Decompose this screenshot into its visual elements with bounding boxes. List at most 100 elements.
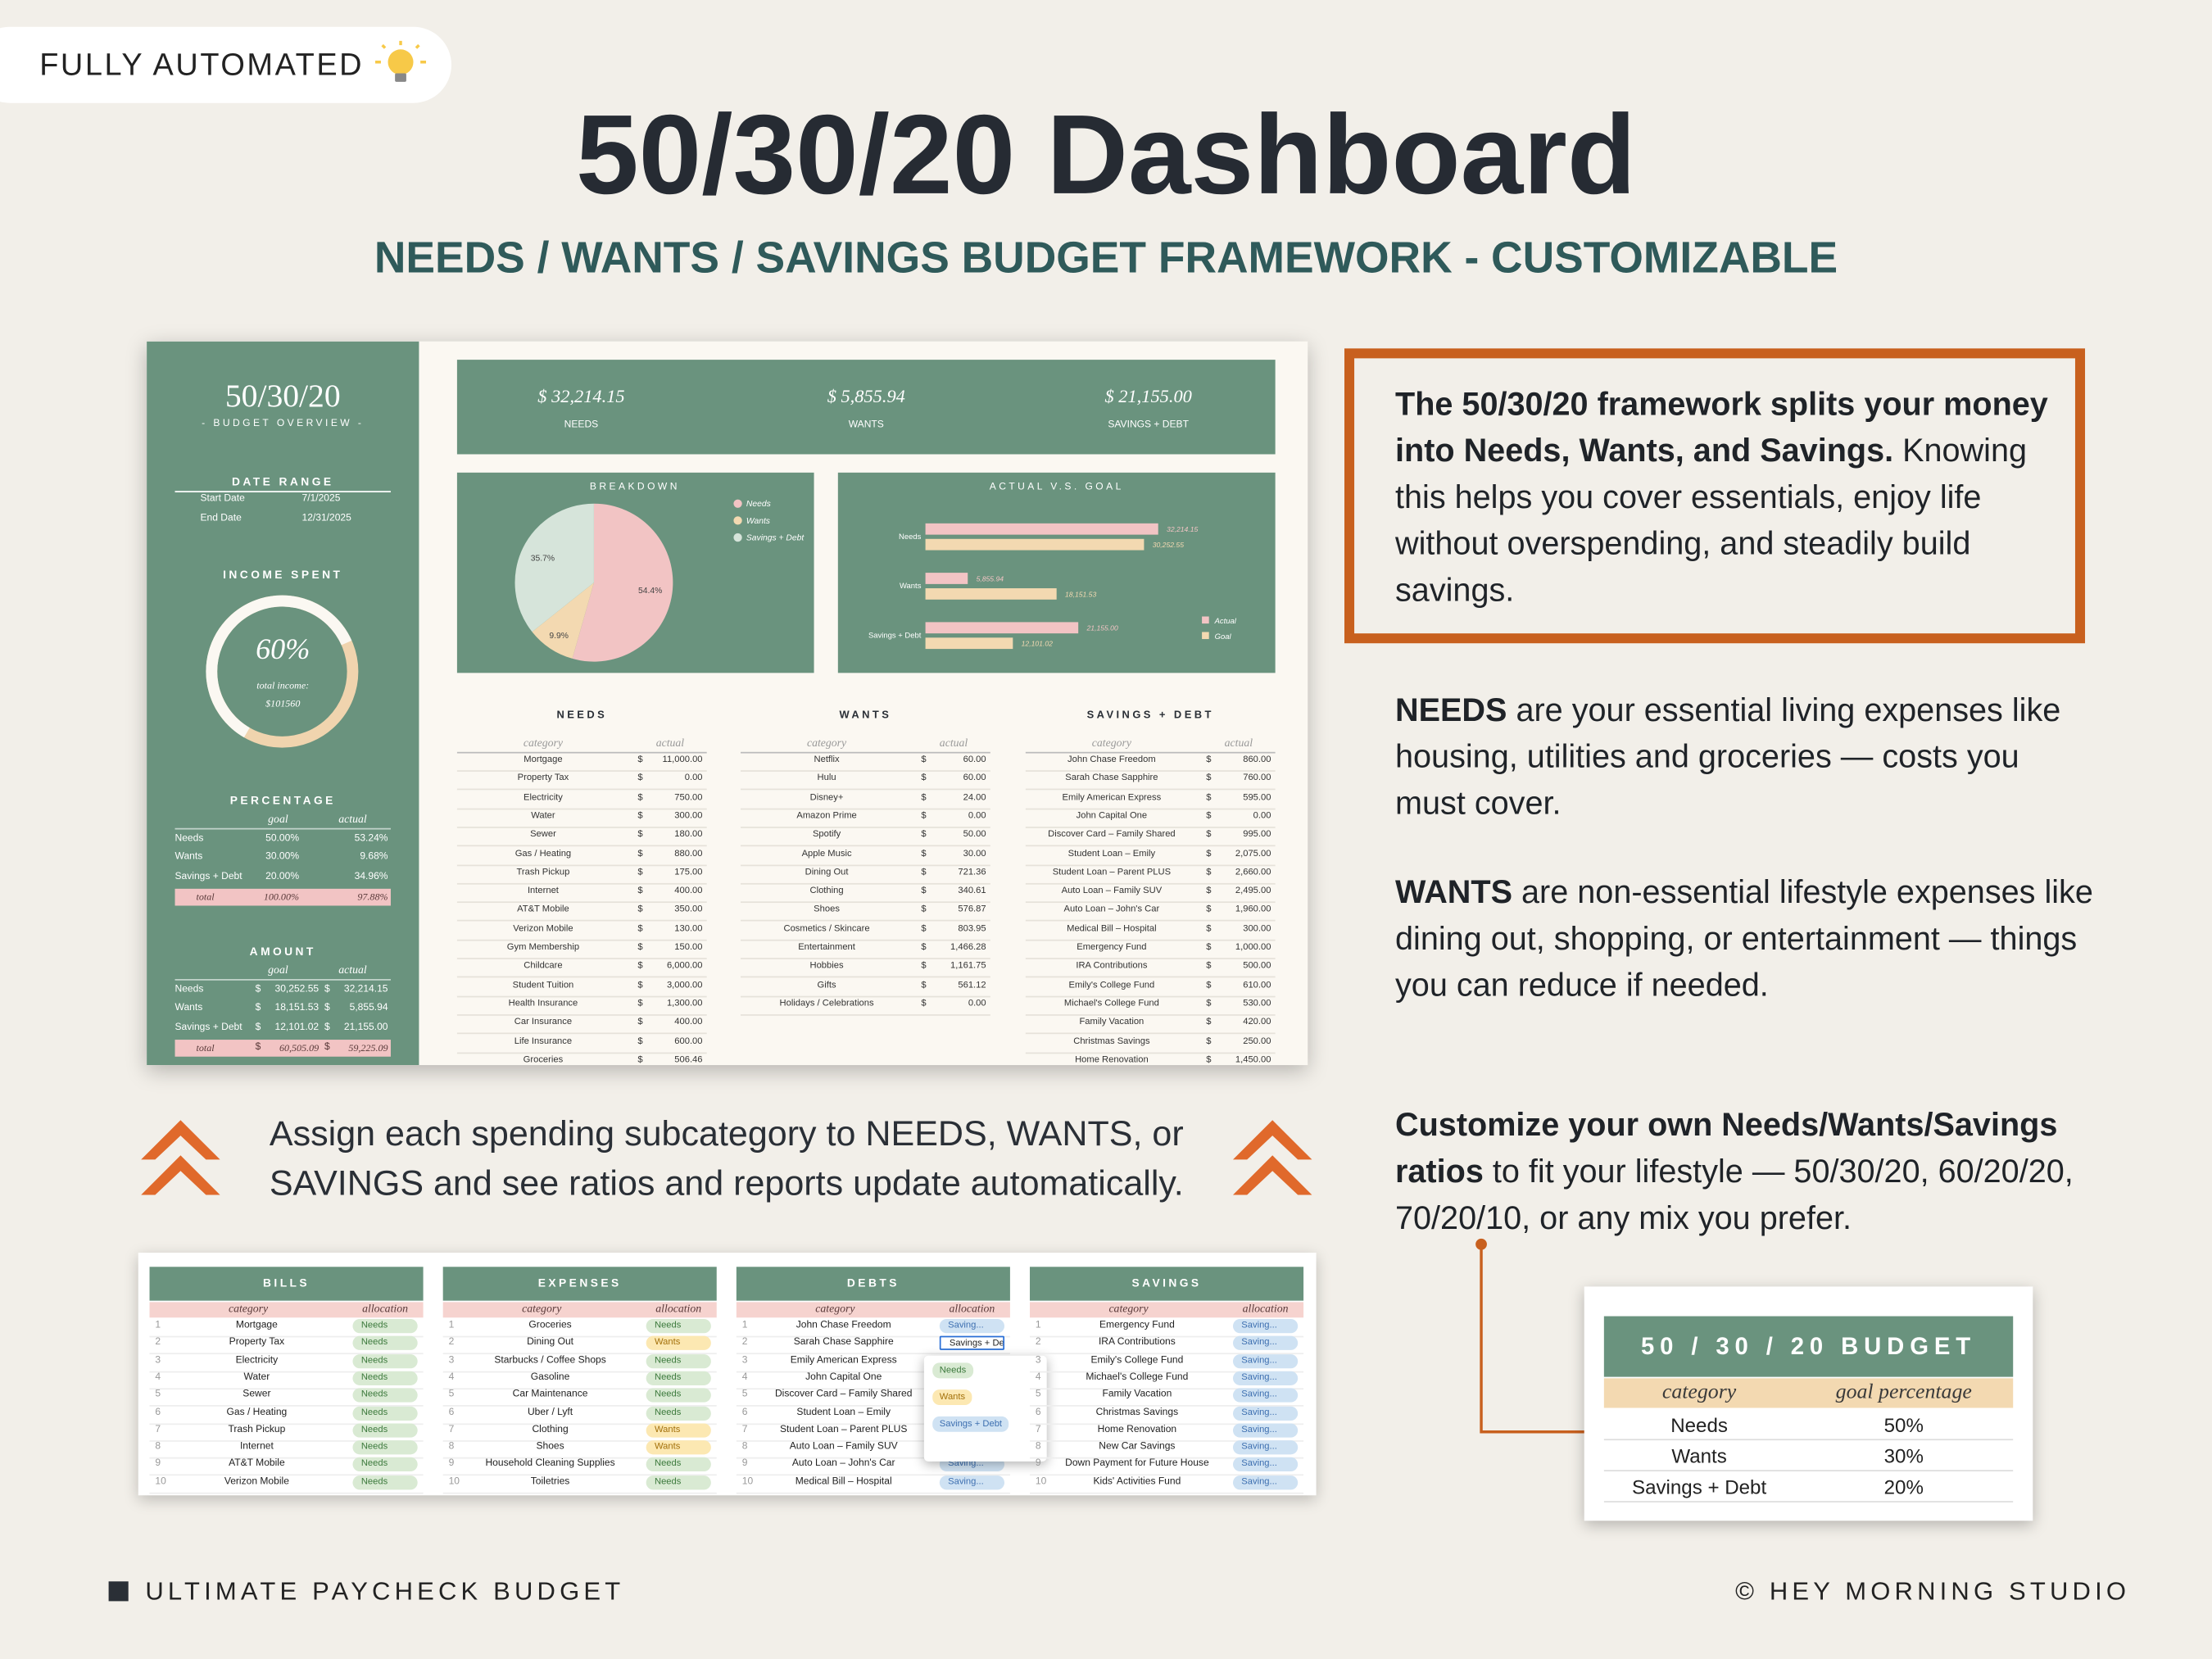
currency: $ bbox=[637, 961, 643, 972]
allocation-chip[interactable]: Needs bbox=[646, 1405, 711, 1421]
row-line bbox=[456, 1051, 707, 1054]
allocation-chip[interactable]: Saving... bbox=[1232, 1353, 1299, 1368]
allocation-chip[interactable]: Needs bbox=[352, 1319, 418, 1334]
allocation-chip[interactable]: Wants bbox=[646, 1336, 711, 1351]
currency: $ bbox=[1206, 867, 1212, 877]
actual: 561.12 bbox=[958, 980, 986, 990]
row-line bbox=[1030, 1335, 1304, 1338]
row-actual: 32,214.15 bbox=[343, 984, 388, 995]
currency: $ bbox=[1206, 886, 1212, 896]
allocation-chip[interactable]: Needs bbox=[352, 1336, 418, 1351]
table-header: SAVINGS bbox=[1030, 1267, 1304, 1301]
dropdown-option[interactable]: Savings + Debt bbox=[932, 1416, 1009, 1432]
category: New Car Savings bbox=[1099, 1441, 1176, 1453]
row-label: Savings + Debt bbox=[175, 871, 243, 882]
row-line bbox=[736, 1335, 1010, 1338]
allocation-chip[interactable]: Saving... bbox=[939, 1475, 1005, 1489]
row-number: 5 bbox=[448, 1389, 455, 1400]
allocation-chip[interactable]: Needs bbox=[352, 1371, 418, 1385]
col-header: allocation bbox=[1242, 1302, 1289, 1315]
category: Verizon Mobile bbox=[224, 1476, 289, 1487]
sidebar-subtitle: - BUDGET OVERVIEW - bbox=[202, 419, 365, 429]
allocation-chip[interactable]: Needs bbox=[646, 1388, 711, 1403]
col-header: actual bbox=[338, 963, 367, 977]
card-col: category bbox=[1661, 1380, 1737, 1404]
category: Mortgage bbox=[235, 1320, 278, 1330]
row-goal: 50.00% bbox=[265, 833, 300, 844]
actual: 2,495.00 bbox=[1235, 886, 1271, 896]
table-title: SAVINGS + DEBT bbox=[1086, 708, 1214, 721]
allocation-chip[interactable]: Needs bbox=[352, 1440, 418, 1455]
chevrons bbox=[141, 1120, 1312, 1195]
actual: 350.00 bbox=[674, 904, 703, 915]
currency: $ bbox=[324, 1003, 330, 1013]
legend-swatch bbox=[733, 516, 742, 525]
donut-label: 60% bbox=[256, 632, 310, 666]
allocation-chip[interactable]: Needs bbox=[646, 1319, 711, 1334]
category: Auto Loan – John's Car bbox=[1063, 904, 1160, 915]
allocation-chip[interactable]: Saving... bbox=[1232, 1440, 1299, 1455]
bar-value-label: 30,252.55 bbox=[1153, 541, 1184, 549]
divider bbox=[1025, 751, 1276, 754]
section-heading: DATE RANGE bbox=[231, 475, 334, 488]
category: AT&T Mobile bbox=[229, 1459, 285, 1470]
chart-panel: ACTUAL V.S. GOAL Needs 32,214.15 30,252.55 W… bbox=[837, 472, 1276, 673]
allocation-chip[interactable]: Savings + Debt bbox=[939, 1336, 1005, 1351]
category: Health Insurance bbox=[508, 998, 578, 1009]
allocation-chip[interactable]: Saving... bbox=[1232, 1388, 1299, 1403]
allocation-chip[interactable]: Wants bbox=[646, 1440, 711, 1455]
currency: $ bbox=[637, 1054, 643, 1065]
row-number: 2 bbox=[741, 1337, 748, 1348]
dropdown-option[interactable]: Wants bbox=[932, 1389, 972, 1406]
allocation-chip[interactable]: Needs bbox=[646, 1457, 711, 1472]
currency: $ bbox=[637, 904, 643, 915]
allocation-chip[interactable]: Needs bbox=[352, 1405, 418, 1421]
note-paragraph: Customize your own Needs/Wants/Savings r… bbox=[1395, 1102, 2101, 1241]
allocation-chip[interactable]: Saving... bbox=[1232, 1457, 1299, 1472]
allocation-chip[interactable]: Needs bbox=[646, 1371, 711, 1385]
category: Student Tuition bbox=[512, 980, 574, 990]
currency: $ bbox=[637, 773, 643, 784]
row-line bbox=[1030, 1475, 1304, 1476]
card-category: Needs bbox=[1670, 1413, 1728, 1436]
allocation-chip[interactable]: Needs bbox=[646, 1353, 711, 1368]
allocation-chip[interactable]: Wants bbox=[646, 1423, 711, 1438]
allocation-chip[interactable]: Saving... bbox=[1232, 1475, 1299, 1489]
allocation-chip[interactable]: Needs bbox=[352, 1475, 418, 1489]
date-label: End Date bbox=[200, 513, 242, 524]
allocation-chip[interactable]: Needs bbox=[352, 1423, 418, 1438]
currency: $ bbox=[637, 998, 643, 1009]
category: Auto Loan – Family SUV bbox=[1061, 886, 1163, 896]
currency: $ bbox=[1206, 1036, 1212, 1046]
dropdown-option[interactable]: Needs bbox=[932, 1362, 973, 1379]
allocation-chip[interactable]: Saving... bbox=[1232, 1405, 1299, 1421]
donut-income: $101560 bbox=[265, 698, 301, 710]
allocation-chip[interactable]: Saving... bbox=[1232, 1423, 1299, 1438]
actual: 860.00 bbox=[1243, 755, 1271, 765]
allocation-chip[interactable]: Needs bbox=[352, 1388, 418, 1403]
kpi-value: $ 21,155.00 bbox=[1104, 385, 1192, 406]
note-text: Knowing this helps you cover essentials,… bbox=[1394, 431, 2028, 609]
row-number: 7 bbox=[1035, 1424, 1041, 1435]
allocation-chip[interactable]: Needs bbox=[352, 1457, 418, 1472]
allocation-chip[interactable]: Needs bbox=[352, 1353, 418, 1368]
row-line bbox=[456, 901, 707, 904]
badge-pill bbox=[0, 26, 452, 103]
allocation-chip[interactable]: Saving... bbox=[1232, 1371, 1299, 1385]
allocation-chip[interactable]: Needs bbox=[646, 1475, 711, 1489]
allocation-chip[interactable]: Saving... bbox=[1232, 1336, 1299, 1351]
category: Car Maintenance bbox=[512, 1389, 588, 1400]
allocation-chip[interactable]: Saving... bbox=[939, 1319, 1005, 1334]
category: Dining Out bbox=[805, 867, 849, 877]
card-category: Wants bbox=[1671, 1444, 1727, 1467]
category: Car Insurance bbox=[514, 1017, 573, 1027]
allocation-chip[interactable]: Saving... bbox=[1232, 1319, 1299, 1334]
title: 50/30/20 Dashboard bbox=[575, 91, 1636, 218]
category: IRA Contributions bbox=[1076, 961, 1148, 972]
category: Sarah Chase Sapphire bbox=[1065, 773, 1158, 784]
category: Emergency Fund bbox=[1077, 942, 1147, 953]
category: AT&T Mobile bbox=[517, 904, 569, 915]
currency: $ bbox=[1206, 980, 1212, 990]
category: Discover Card – Family Shared bbox=[774, 1389, 913, 1400]
category: Water bbox=[243, 1372, 270, 1383]
